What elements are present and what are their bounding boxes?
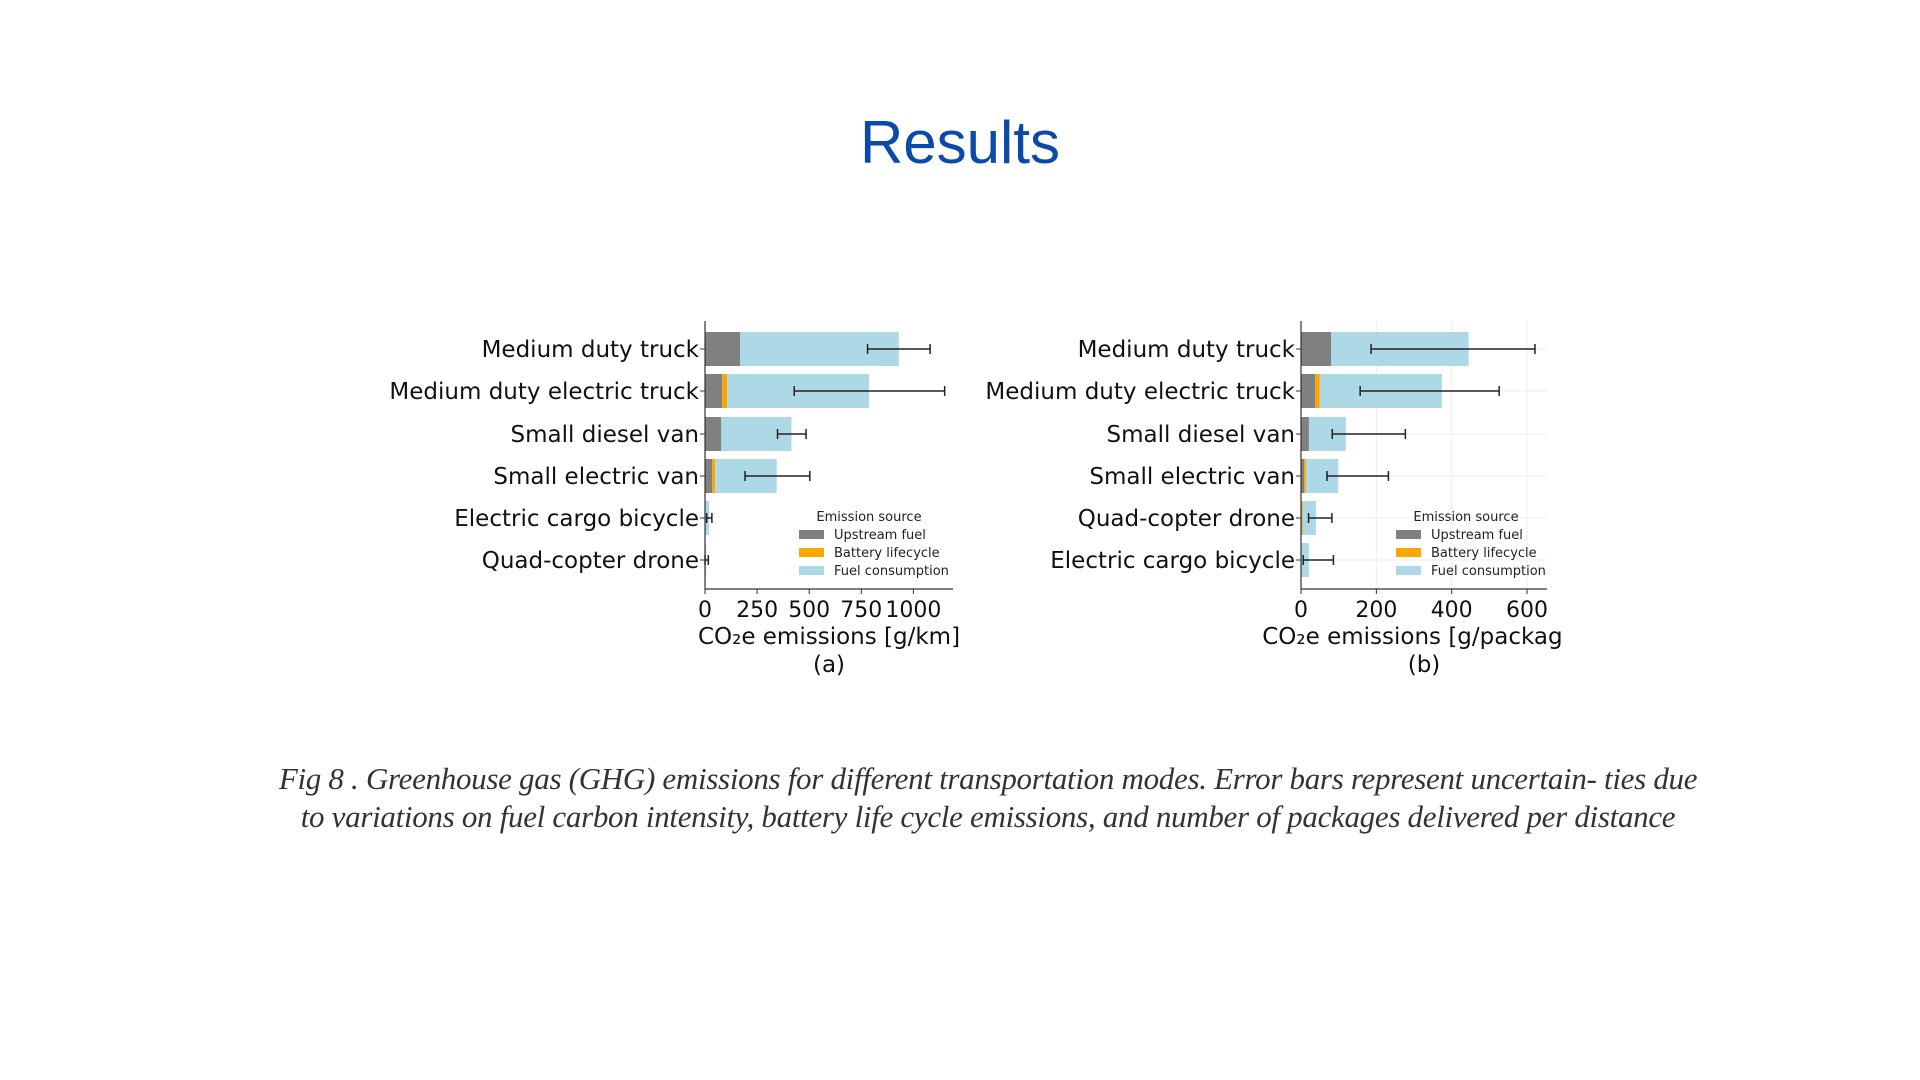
x-tick-label: 0 [1294, 598, 1308, 623]
category-label: Medium duty electric truck [389, 379, 699, 405]
category-label: Electric cargo bicycle [454, 506, 699, 532]
x-tick-label: 0 [698, 598, 712, 623]
figure-caption: Fig 8 . Greenhouse gas (GHG) emissions f… [278, 761, 1698, 834]
bar-battery-lifecycle [1301, 501, 1303, 535]
legend-title: Emission source [816, 510, 921, 525]
legend-label: Battery lifecycle [1431, 546, 1537, 561]
category-label: Quad-copter drone [482, 548, 699, 574]
bar-upstream-fuel [705, 459, 713, 493]
legend-swatch [799, 530, 824, 539]
category-label: Electric cargo bicycle [1050, 548, 1295, 574]
legend: Emission source Upstream fuel Battery life… [799, 510, 949, 579]
bar-battery-lifecycle [712, 459, 716, 493]
chart-b: Medium duty truck Medium duty electric tr… [985, 321, 1585, 678]
bar-upstream-fuel [1301, 417, 1309, 451]
legend-label: Upstream fuel [1431, 528, 1523, 543]
legend-swatch [1396, 566, 1421, 575]
x-tick-label: 750 [840, 598, 882, 623]
category-label: Small diesel van [511, 422, 699, 448]
category-label: Quad-copter drone [1078, 506, 1295, 532]
bar-upstream-fuel [705, 417, 722, 451]
chart-a: Medium duty truck Medium duty electric tr… [389, 321, 960, 678]
category-label: Medium duty truck [482, 337, 700, 363]
legend-label: Battery lifecycle [834, 546, 940, 561]
x-tick-label: 200 [1355, 598, 1397, 623]
x-tick-label: 600 [1506, 598, 1548, 623]
legend-label: Fuel consumption [1431, 564, 1546, 579]
bar-upstream-fuel [705, 374, 723, 408]
category-label: Small diesel van [1107, 422, 1295, 448]
subplot-label: (a) [813, 652, 845, 678]
slide-title: Results [859, 109, 1061, 176]
legend-swatch [1396, 548, 1421, 557]
x-tick-label: 1000 [885, 598, 941, 623]
legend-label: Upstream fuel [834, 528, 926, 543]
x-tick-label: 250 [736, 598, 778, 623]
bar-upstream-fuel [1301, 332, 1332, 366]
x-tick-label: 400 [1431, 598, 1473, 623]
subplot-label: (b) [1408, 652, 1441, 678]
category-label: Small electric van [493, 464, 699, 490]
bar-upstream-fuel [1301, 459, 1305, 493]
legend-swatch [799, 548, 824, 557]
x-tick-label: 500 [788, 598, 830, 623]
bar-battery-lifecycle [722, 374, 728, 408]
xlabel-group: CO₂e emissions [g/package] [1262, 624, 1585, 650]
x-axis-label: CO₂e emissions [g/package] [1262, 624, 1585, 650]
legend-swatch [1396, 530, 1421, 539]
bar-upstream-fuel [1301, 374, 1316, 408]
bar-battery-lifecycle [1304, 459, 1306, 493]
legend-swatch [799, 566, 824, 575]
category-label: Medium duty electric truck [985, 379, 1295, 405]
bar-upstream-fuel [705, 332, 741, 366]
category-label: Small electric van [1089, 464, 1295, 490]
x-axis-label: CO₂e emissions [g/km] [698, 624, 960, 650]
legend-label: Fuel consumption [834, 564, 949, 579]
legend: Emission source Upstream fuel Battery life… [1396, 510, 1546, 579]
bar-battery-lifecycle [1315, 374, 1320, 408]
category-label: Medium duty truck [1078, 337, 1296, 363]
legend-title: Emission source [1413, 510, 1518, 525]
